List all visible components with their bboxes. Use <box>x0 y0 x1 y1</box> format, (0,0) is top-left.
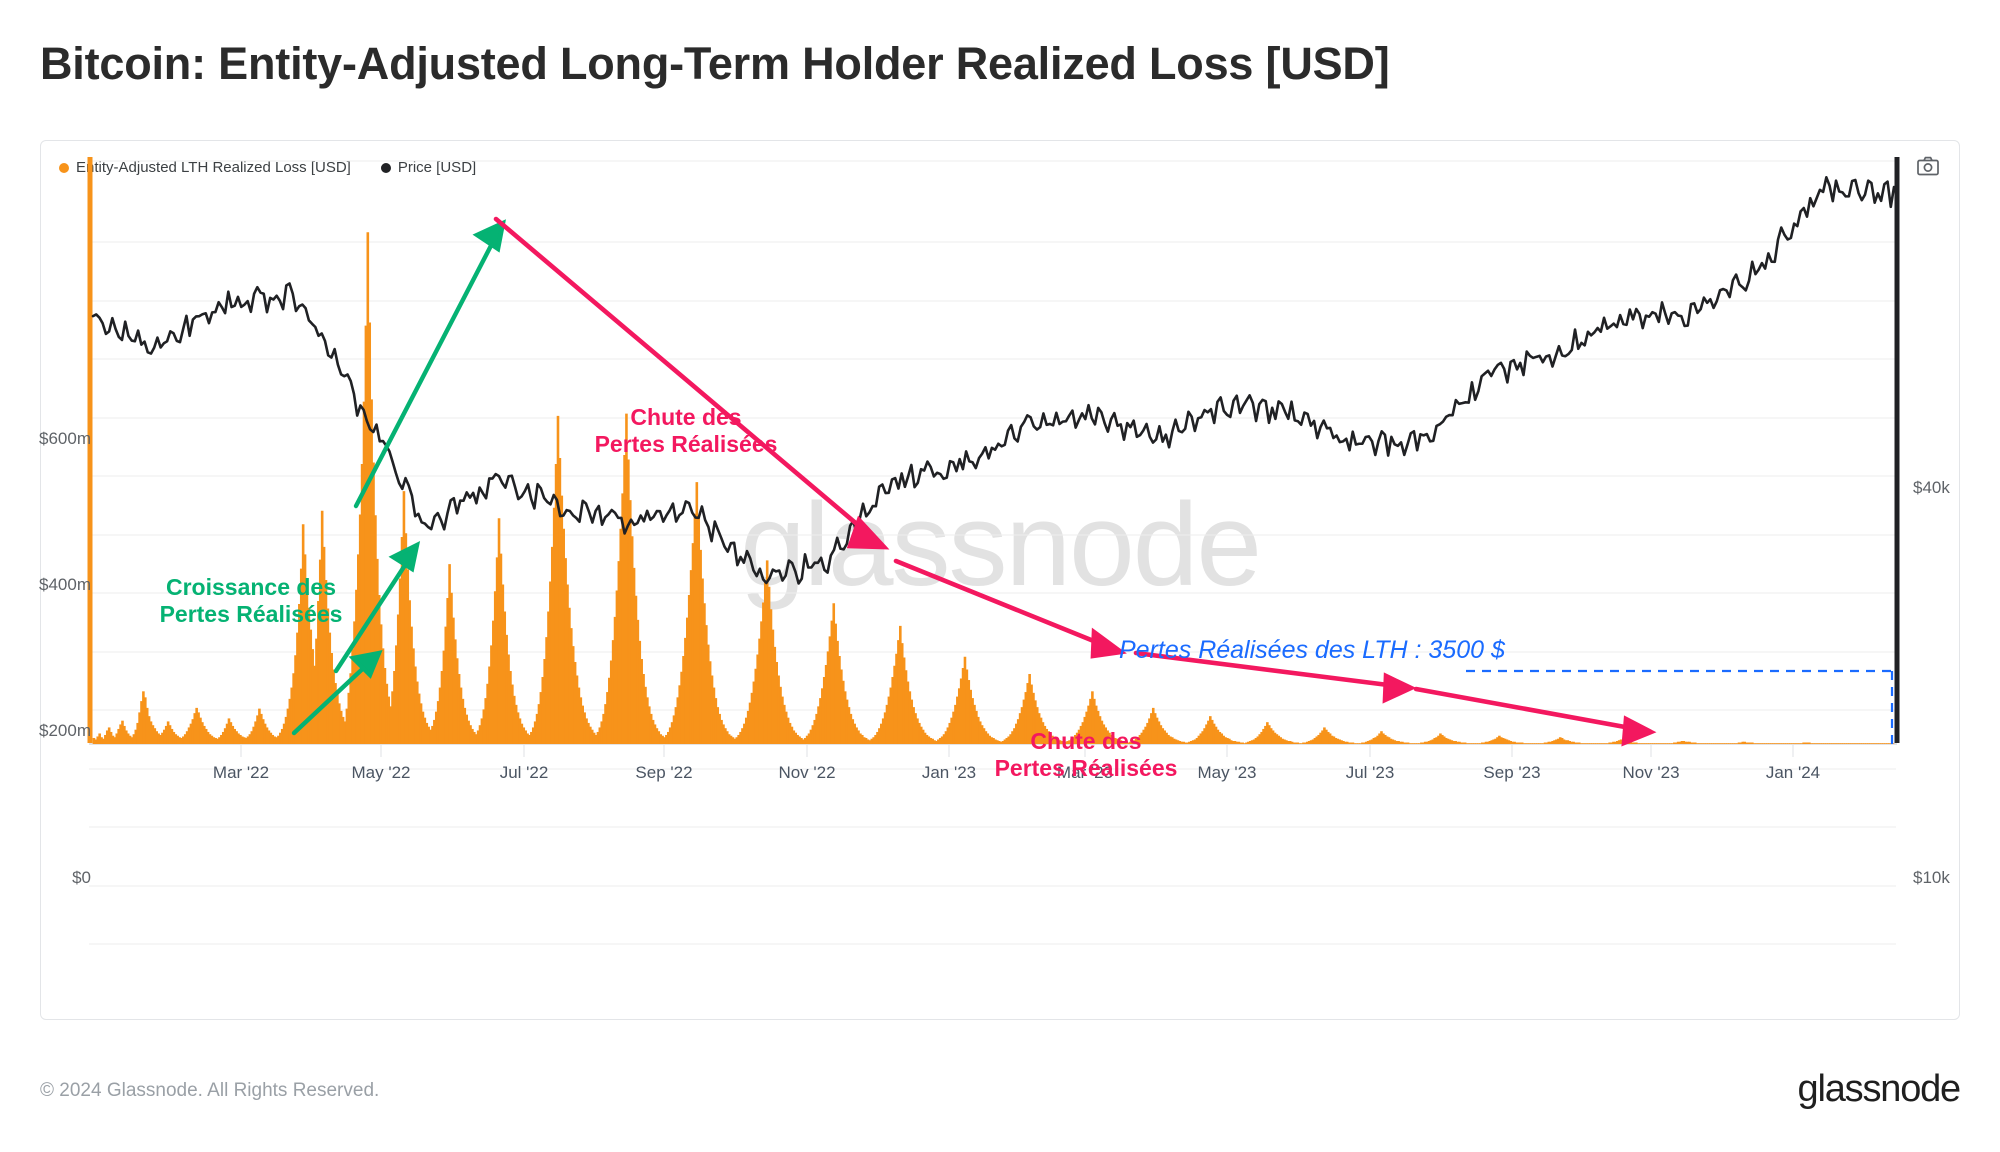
x-axis-tick-label: Mar '22 <box>212 763 270 782</box>
y2-axis-tick-label: $40k <box>1913 478 1950 497</box>
y2-axis-tick-label: $10k <box>1913 868 1950 887</box>
x-axis-tick-label: Nov '23 <box>1622 763 1680 782</box>
glassnode-logo: glassnode <box>1797 1068 1962 1110</box>
gridlines <box>89 160 1896 945</box>
x-axis-tick-label: Sep '23 <box>1483 763 1541 782</box>
x-axis-tick-label: Jan '24 <box>1765 763 1821 782</box>
legend-item-price[interactable]: Price [USD] <box>380 159 477 176</box>
x-axis-tick-label: Nov '22 <box>778 763 836 782</box>
lth-loss-dashed-box <box>1466 669 1894 744</box>
copyright-text: © 2024 Glassnode. All Rights Reserved. <box>40 1080 380 1101</box>
x-axis-tick-label: Jul '23 <box>1345 763 1395 782</box>
growth-arrows <box>291 219 506 736</box>
x-axis-tick-label: Jul '22 <box>499 763 549 782</box>
legend-dot-icon <box>380 162 391 173</box>
camera-icon[interactable] <box>1915 153 1941 179</box>
y-axis-tick-label: $600m <box>39 429 91 448</box>
chart-plot <box>87 157 1900 945</box>
bar-series-lth-realized-loss <box>92 232 1895 744</box>
x-axis-tick-label: Jan '23 <box>921 763 977 782</box>
decline-arrows <box>493 216 1657 747</box>
legend-dot-icon <box>59 162 69 173</box>
x-tick-marks <box>240 745 1794 757</box>
legend-label: Entity-Adjusted LTH Realized Loss [USD] <box>76 159 351 176</box>
y-axis-tick-label: $0 <box>72 868 91 887</box>
y-axis-tick-label: $400m <box>39 575 91 594</box>
x-axis-tick-label: Mar '23 <box>1056 763 1114 782</box>
y-axis-tick-label: $200m <box>39 721 91 740</box>
chart-legend: Entity-Adjusted LTH Realized Loss [USD] … <box>59 159 476 176</box>
x-axis-tick-label: Sep '22 <box>635 763 693 782</box>
page-title: Bitcoin: Entity-Adjusted Long-Term Holde… <box>40 38 1390 89</box>
line-series-price <box>91 176 1896 585</box>
legend-label: Price [USD] <box>397 159 477 176</box>
legend-item-lth-realized-loss[interactable]: Entity-Adjusted LTH Realized Loss [USD] <box>59 159 351 176</box>
chart-card: Entity-Adjusted LTH Realized Loss [USD] … <box>39 140 1960 1020</box>
x-axis-tick-label: May '23 <box>1197 763 1257 782</box>
x-axis-tick-label: May '22 <box>351 763 411 782</box>
